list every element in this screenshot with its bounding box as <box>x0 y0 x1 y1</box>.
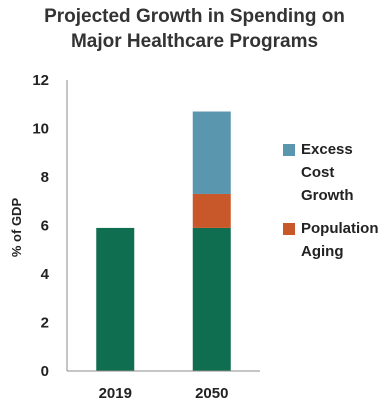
x-tick-label-2050: 2050 <box>195 385 228 402</box>
y-axis-title-group: % of GDP <box>9 198 24 258</box>
axes <box>66 80 260 372</box>
chart-title-line-1: Projected Growth in Spending on <box>44 6 345 27</box>
y-tick-label: 8 <box>41 169 49 186</box>
bar-2050-series-0 <box>192 227 231 371</box>
legend-swatch-excess-cost-growth <box>283 144 295 156</box>
x-axis-ticks: 2019 2050 <box>99 385 229 402</box>
y-axis-title: % of GDP <box>9 198 24 258</box>
legend-label-excess-cost-growth: Excess Cost Growth <box>301 141 354 204</box>
y-axis-ticks: 0 2 4 6 8 10 12 <box>32 72 49 380</box>
bar-2050-population-aging <box>192 193 231 228</box>
y-tick-label: 6 <box>41 218 49 235</box>
legend-item-excess-cost-growth: Excess Cost Growth <box>283 138 387 207</box>
chart-title-line-2: Major Healthcare Programs <box>70 31 319 52</box>
bars <box>96 111 231 371</box>
y-tick-label: 4 <box>41 266 50 283</box>
legend-label-population-aging: Population Aging <box>301 220 379 260</box>
legend-item-population-aging: Population Aging <box>283 217 387 263</box>
bar-2050-excess-cost-growth <box>192 111 231 194</box>
bar-2019-series-0 <box>96 227 135 371</box>
legend: Excess Cost Growth Population Aging <box>283 138 387 273</box>
legend-swatch-population-aging <box>283 223 295 235</box>
chart-title: Projected Growth in Spending on Major He… <box>0 4 389 54</box>
y-tick-label: 2 <box>41 315 49 332</box>
x-tick-label-2019: 2019 <box>99 385 132 402</box>
y-tick-label: 0 <box>41 363 49 380</box>
y-tick-label: 10 <box>32 121 49 138</box>
y-tick-label: 12 <box>32 72 49 89</box>
